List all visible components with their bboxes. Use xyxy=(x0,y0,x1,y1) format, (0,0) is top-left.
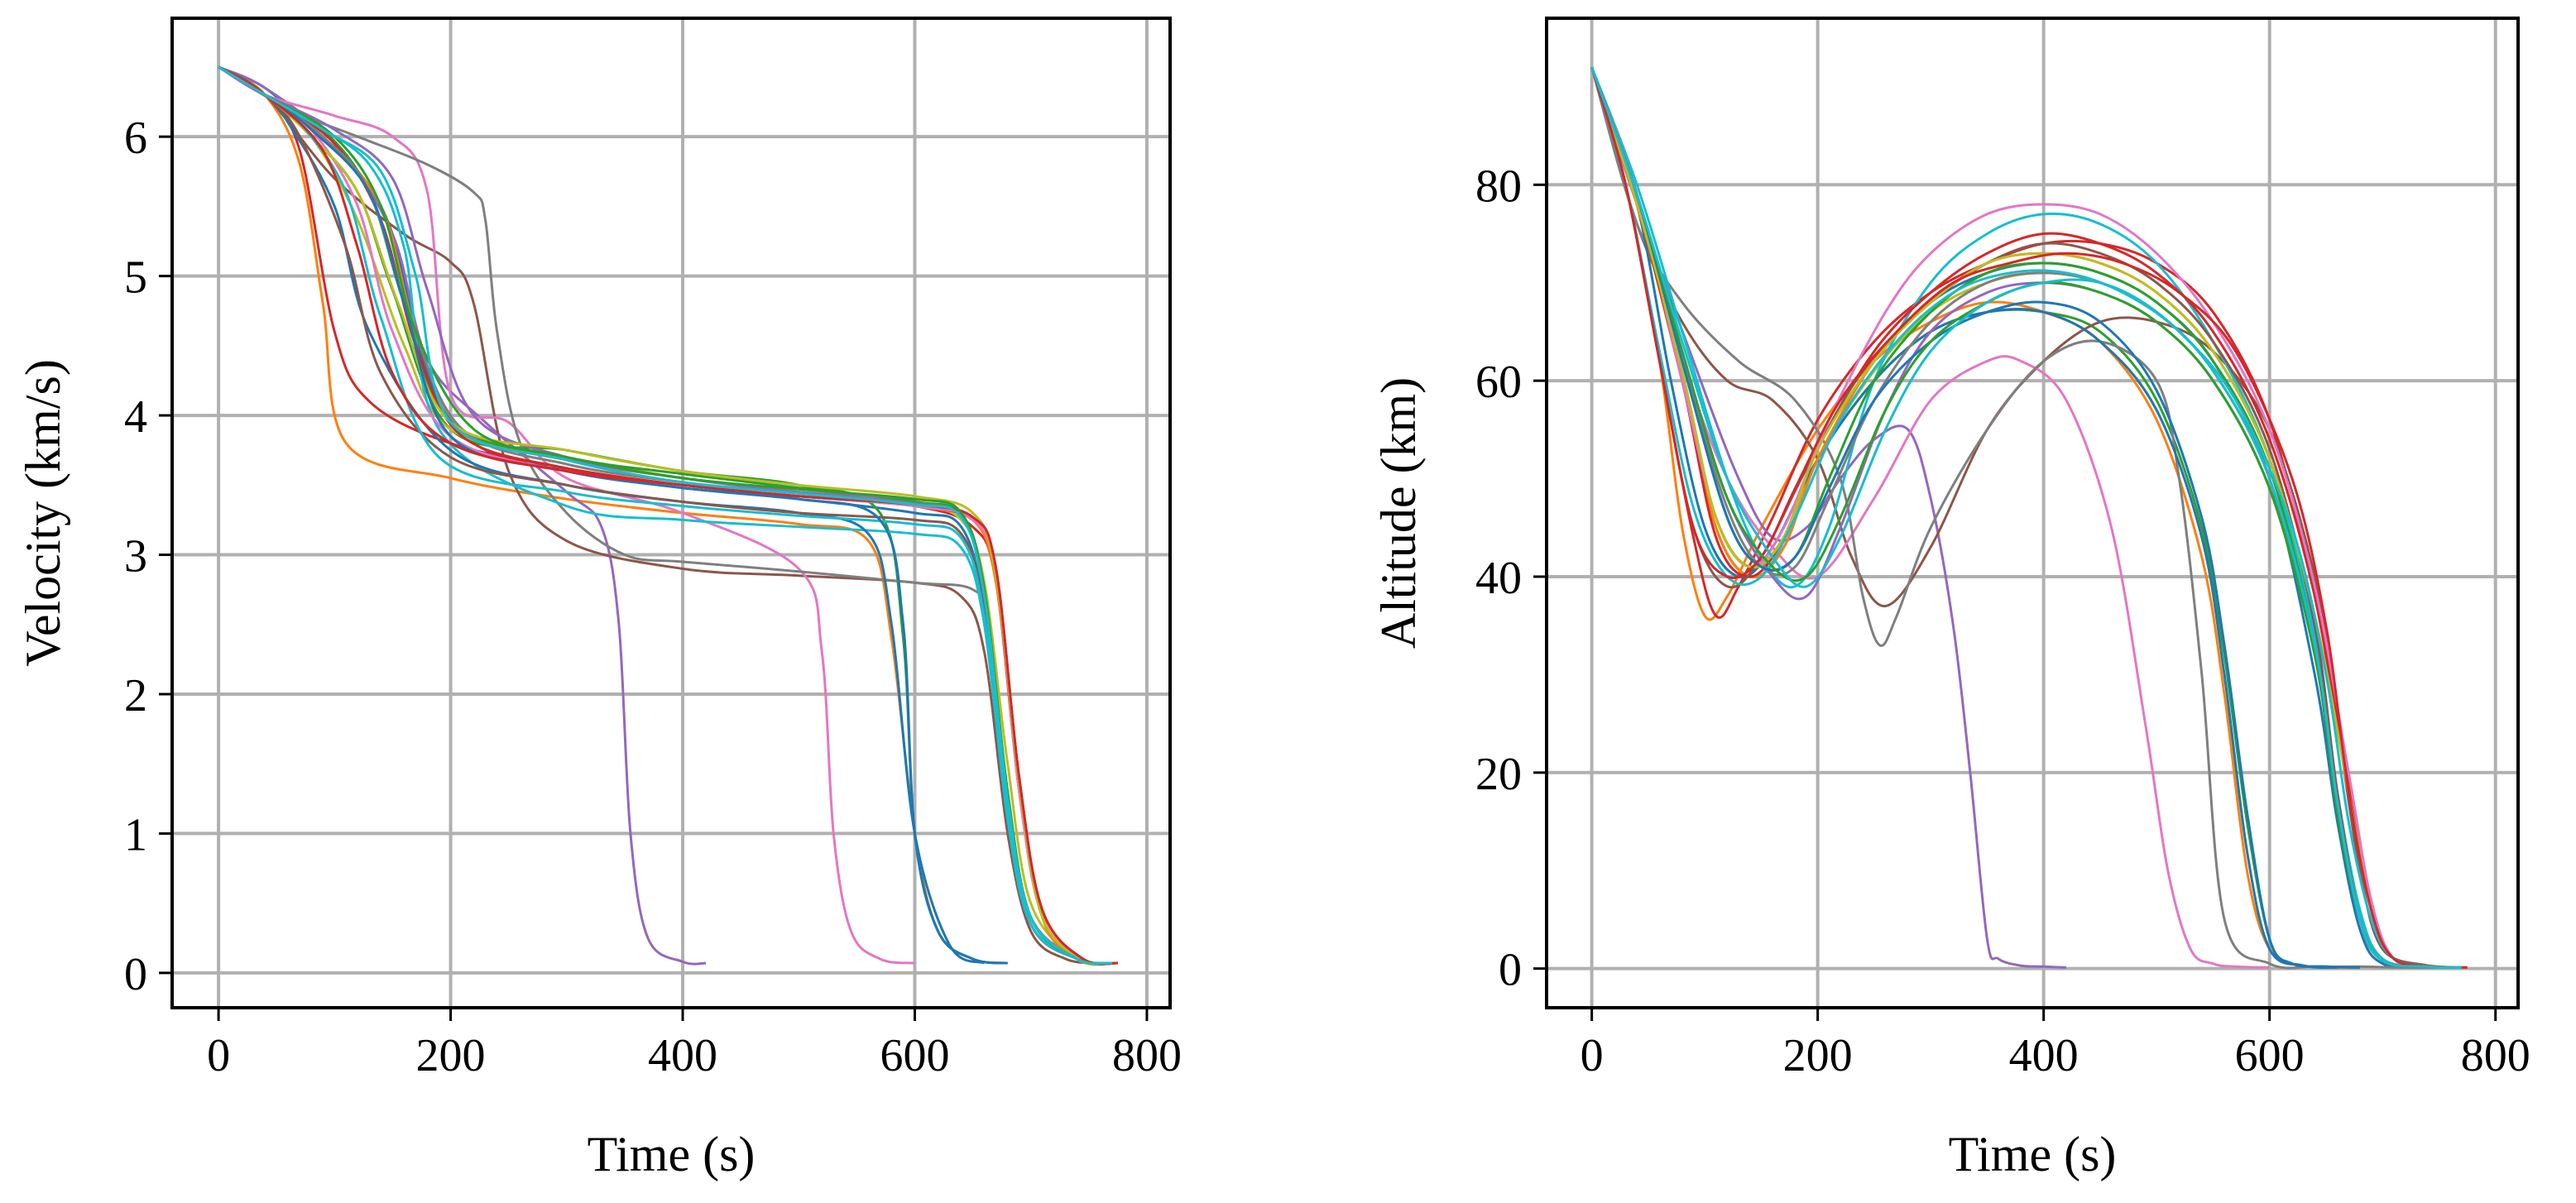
altitude-y-tick-label: 0 xyxy=(1499,945,1522,996)
velocity-panel: 0 200 400 600 800 0 1 2 3 4 5 6 Time (s) Velocity (… xyxy=(16,17,1182,1181)
velocity-y-tick-label: 1 xyxy=(124,809,147,860)
altitude-y-tick-label: 60 xyxy=(1475,357,1522,408)
velocity-x-tick-label: 800 xyxy=(1112,1030,1182,1081)
velocity-series-22 xyxy=(218,65,1119,966)
velocity-series-7 xyxy=(218,65,915,965)
velocity-plot-frame xyxy=(170,17,1172,1009)
altitude-x-tick-label: 800 xyxy=(2461,1030,2530,1081)
velocity-x-tick-label: 400 xyxy=(648,1030,717,1081)
velocity-x-axis-label: Time (s) xyxy=(588,1127,756,1181)
velocity-x-tick-label: 600 xyxy=(880,1030,949,1081)
velocity-y-tick-label: 0 xyxy=(124,949,147,1000)
velocity-y-tick-label: 4 xyxy=(124,391,147,443)
velocity-y-tick-label: 3 xyxy=(124,531,147,582)
altitude-y-tick-label: 20 xyxy=(1475,749,1522,800)
velocity-series-20 xyxy=(218,65,1113,965)
altitude-series-20 xyxy=(1590,66,2462,969)
altitude-series-5 xyxy=(1590,66,2067,969)
velocity-x-tick-label: 0 xyxy=(207,1030,230,1081)
altitude-series-21 xyxy=(1590,66,2360,969)
altitude-x-tick-label: 0 xyxy=(1581,1030,1604,1081)
altitude-y-tick-label: 80 xyxy=(1475,161,1522,212)
altitude-x-tick-label: 600 xyxy=(2235,1030,2305,1081)
altitude-ticks: 0 200 400 600 800 0 20 40 60 80 xyxy=(1475,161,2530,1081)
altitude-x-tick-label: 400 xyxy=(2009,1030,2079,1081)
altitude-y-axis-label: Altitude (km) xyxy=(1371,377,1426,649)
velocity-y-tick-label: 5 xyxy=(124,252,147,304)
velocity-y-tick-label: 2 xyxy=(124,670,147,721)
velocity-series-21 xyxy=(218,65,1008,965)
altitude-x-axis-label: Time (s) xyxy=(1949,1127,2117,1181)
altitude-series-22 xyxy=(1590,66,2468,969)
velocity-series-24 xyxy=(218,65,1113,966)
altitude-panel: 0 200 400 600 800 0 20 40 60 80 Time (s) Altitude… xyxy=(1371,17,2530,1181)
altitude-series-group xyxy=(1590,66,2468,970)
altitude-series-24 xyxy=(1590,66,2462,969)
velocity-ticks: 0 200 400 600 800 0 1 2 3 4 5 6 xyxy=(124,113,1182,1081)
altitude-series-8 xyxy=(1590,66,2451,970)
altitude-grid xyxy=(1547,18,2518,1008)
altitude-series-14 xyxy=(1590,66,2468,969)
altitude-series-2 xyxy=(1590,66,2360,970)
altitude-y-tick-label: 40 xyxy=(1475,553,1522,604)
altitude-x-tick-label: 200 xyxy=(1783,1030,1853,1081)
velocity-y-tick-label: 6 xyxy=(124,113,147,164)
velocity-x-tick-label: 200 xyxy=(416,1030,486,1081)
velocity-y-axis-label: Velocity (km/s) xyxy=(16,359,70,667)
altitude-plot-frame xyxy=(1545,17,2520,1009)
velocity-series-group xyxy=(218,65,1119,966)
